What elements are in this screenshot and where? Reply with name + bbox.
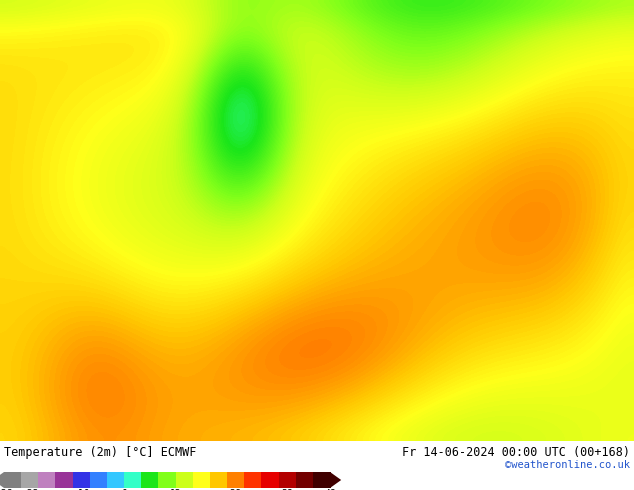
Bar <box>278 472 296 488</box>
Text: 12: 12 <box>170 489 181 490</box>
Text: -10: -10 <box>72 489 90 490</box>
Bar <box>90 472 107 488</box>
Bar <box>141 472 159 488</box>
Bar <box>107 472 125 488</box>
Text: Temperature (2m) [°C] ECMWF: Temperature (2m) [°C] ECMWF <box>4 446 197 459</box>
Text: 26: 26 <box>230 489 242 490</box>
Bar <box>261 472 279 488</box>
Bar <box>158 472 176 488</box>
Text: ©weatheronline.co.uk: ©weatheronline.co.uk <box>505 460 630 470</box>
Bar <box>210 472 228 488</box>
Text: 0: 0 <box>121 489 127 490</box>
Text: 38: 38 <box>281 489 293 490</box>
Bar <box>38 472 56 488</box>
Text: -28: -28 <box>0 489 13 490</box>
Text: -22: -22 <box>21 489 39 490</box>
Bar <box>313 472 330 488</box>
Text: 48: 48 <box>324 489 336 490</box>
Bar <box>176 472 193 488</box>
Text: Fr 14-06-2024 00:00 UTC (00+168): Fr 14-06-2024 00:00 UTC (00+168) <box>402 446 630 459</box>
Polygon shape <box>0 472 4 488</box>
Bar <box>73 472 90 488</box>
Bar <box>227 472 245 488</box>
Bar <box>193 472 210 488</box>
Bar <box>21 472 39 488</box>
Bar <box>295 472 313 488</box>
Bar <box>55 472 73 488</box>
Bar <box>124 472 142 488</box>
Bar <box>4 472 22 488</box>
Bar <box>244 472 262 488</box>
Polygon shape <box>330 472 341 488</box>
